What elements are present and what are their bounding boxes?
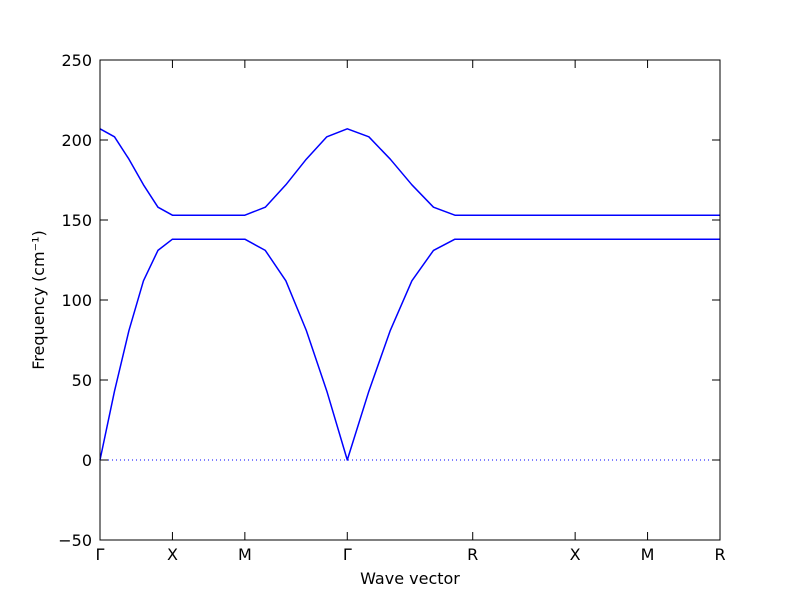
y-tick-label: 100: [61, 291, 92, 310]
x-tick-label: X: [167, 545, 178, 564]
plot-frame: [99, 59, 721, 541]
y-tick-label: 200: [61, 131, 92, 150]
y-tick-label: 150: [61, 211, 92, 230]
x-tick-label: R: [714, 545, 725, 564]
y-tick-label: 250: [61, 51, 92, 70]
x-axis-label: Wave vector: [360, 569, 460, 588]
x-tick-label: R: [467, 545, 478, 564]
x-tick-label: X: [570, 545, 581, 564]
y-axis-label: Frequency (cm⁻¹): [29, 230, 48, 369]
band-line: [99, 128, 720, 216]
y-tick-label: 0: [82, 451, 92, 470]
x-tick-label: Γ: [343, 545, 352, 564]
y-tick-label: 50: [72, 371, 92, 390]
y-tick-label: −50: [58, 531, 92, 550]
x-tick-label: Γ: [96, 545, 105, 564]
x-tick-label: M: [238, 545, 252, 564]
band-line: [99, 238, 720, 461]
x-tick-label: M: [641, 545, 655, 564]
